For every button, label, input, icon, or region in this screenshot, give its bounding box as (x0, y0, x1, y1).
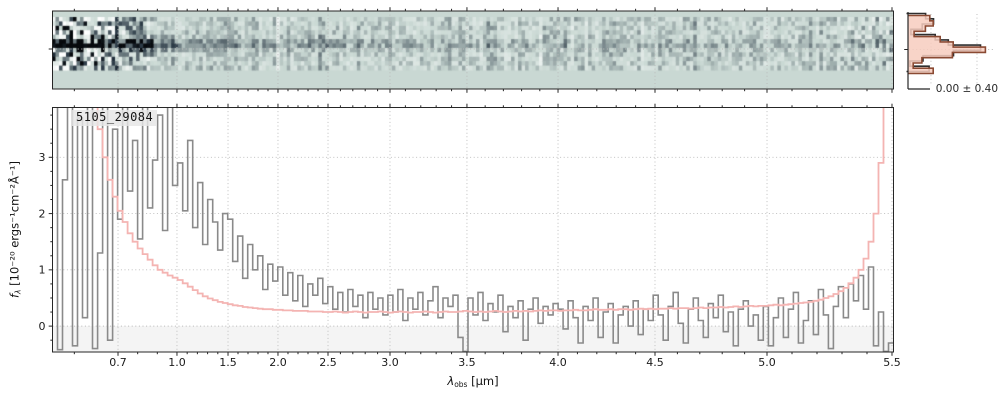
x-axis-label: λobs [μm] (373, 374, 573, 389)
x-tick-label: 3.5 (458, 356, 476, 369)
tick-labels: 0.7 1.0 1.5 2.0 2.5 3.0 3.5 4.0 4.5 5.0 5.5 0 1 2 3 (39, 151, 901, 369)
x-tick-label: 5.0 (758, 356, 776, 369)
x-tick-label: 2.0 (269, 356, 287, 369)
error-line (91, 107, 885, 314)
y-label-symbol: f (7, 293, 22, 299)
histogram-steps-secondary (906, 12, 982, 73)
histogram-inset (904, 12, 993, 90)
x-tick-label: 4.0 (549, 356, 567, 369)
histogram-fill (908, 15, 986, 74)
x-tick-label: 4.5 (646, 356, 664, 369)
x-tick-label: 1.0 (168, 356, 186, 369)
y-tick-label: 3 (39, 151, 46, 164)
object-id-label: 5105_29084 (72, 110, 158, 126)
y-tick-label: 1 (39, 264, 46, 277)
y-label-subscript: λ (13, 289, 23, 294)
x-tick-label: 3.0 (381, 356, 399, 369)
x-tick-label: 0.7 (109, 356, 127, 369)
histogram-steps (908, 14, 987, 75)
x-label-units: [μm] (467, 374, 499, 388)
y-axis-label: fλ [10⁻²⁰ ergs⁻¹cm⁻²Å⁻¹] (8, 80, 25, 380)
x-label-symbol: λ (447, 374, 455, 388)
flux-line (56, 107, 894, 352)
spectrum-2d-image (52, 11, 893, 89)
y-tick-label: 2 (39, 207, 46, 220)
x-tick-label: 1.5 (219, 356, 237, 369)
x-tick-label: 2.5 (319, 356, 337, 369)
y-tick-label: 0 (39, 320, 46, 333)
spectrum-series (56, 107, 894, 352)
x-tick-label: 5.5 (883, 356, 901, 369)
below-zero-shading (52, 326, 894, 352)
x-label-subscript: obs (454, 380, 468, 389)
histogram-stats-label: 0.00 ± 0.40 (935, 83, 998, 95)
y-label-units: [10⁻²⁰ ergs⁻¹cm⁻²Å⁻¹] (7, 160, 22, 290)
